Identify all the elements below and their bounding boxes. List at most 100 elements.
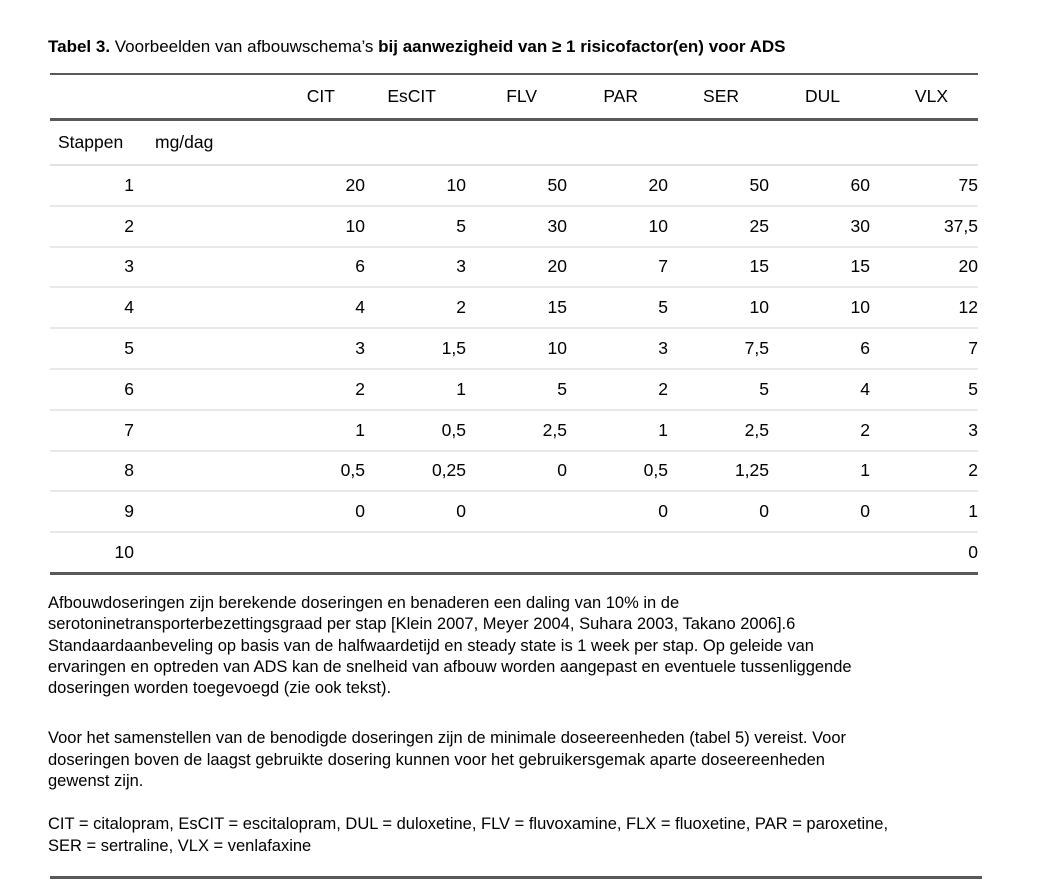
spacer-cell: [134, 409, 264, 452]
dose-cell: 10: [668, 287, 769, 330]
table-row: 5 3 1,5 10 3 7,5 6 7: [50, 328, 978, 370]
empty-cell: [365, 119, 466, 166]
drug-header-row: CIT EsCIT FLV PAR SER DUL VLX: [50, 73, 978, 121]
footnote-line: Afbouwdoseringen zijn berekende dosering…: [48, 593, 680, 612]
footnotes: Afbouwdoseringen zijn berekende dosering…: [48, 593, 1040, 857]
dose-cell: 1,25: [668, 450, 769, 493]
footnote-line: ervaringen en optreden van ADS kan de sn…: [48, 657, 852, 676]
dose-cell: 3: [365, 246, 466, 289]
dose-cell: 3: [567, 328, 668, 370]
dose-cell: 0: [769, 491, 870, 534]
spacer-cell: [134, 450, 264, 493]
dose-cell: 50: [668, 165, 769, 207]
footnote-line: CIT = citalopram, EsCIT = escitalopram, …: [48, 815, 889, 834]
step-cell: 2: [50, 205, 134, 248]
dose-cell: 4: [769, 368, 870, 411]
column-header: SER: [668, 73, 769, 121]
footnote-line: Standaardaanbeveling op basis van de hal…: [48, 636, 814, 655]
dose-cell: 25: [668, 205, 769, 248]
table-title: Tabel 3. Voorbeelden van afbouwschema’s …: [48, 36, 1040, 58]
dose-cell: 10: [264, 205, 365, 248]
table-row: 7 1 0,5 2,5 1 2,5 2 3: [50, 409, 978, 452]
dose-cell: 0,5: [365, 409, 466, 452]
dose-cell: 2: [365, 287, 466, 330]
step-cell: 8: [50, 450, 134, 493]
dose-cell: 15: [466, 287, 567, 330]
footnote-line: gewenst zijn.: [48, 772, 144, 791]
dose-table-body: 1 20 10 50 20 50 60 75 2 10 5 30 10 25 30 37,5 3 6 3 20 7 15 1…: [50, 165, 978, 575]
table-title-number: Tabel 3.: [48, 37, 111, 56]
step-cell: 7: [50, 409, 134, 452]
spacer-cell: [134, 368, 264, 411]
dose-cell: 50: [466, 165, 567, 207]
table-title-bold: bij aanwezigheid van ≥ 1 risicofactor(en…: [378, 37, 786, 56]
dose-cell: 1,5: [365, 328, 466, 370]
dose-cell: 75: [870, 165, 978, 207]
column-header: VLX: [870, 73, 978, 121]
dose-cell: 5: [870, 368, 978, 411]
dose-cell: 0: [264, 491, 365, 534]
spacer-cell: [134, 205, 264, 248]
footnote-line: Voor het samenstellen van de benodigde d…: [48, 729, 847, 748]
dose-cell: 6: [769, 328, 870, 370]
dose-cell: 1: [769, 450, 870, 493]
dose-cell: 20: [870, 246, 978, 289]
spacer-cell: [134, 246, 264, 289]
empty-cell: [466, 119, 567, 166]
dose-cell: 0: [870, 532, 978, 575]
dose-cell: 1: [870, 491, 978, 534]
step-cell: 9: [50, 491, 134, 534]
column-header: EsCIT: [365, 73, 466, 121]
table-row: 3 6 3 20 7 15 15 20: [50, 246, 978, 289]
dose-cell: 2,5: [668, 409, 769, 452]
dose-cell: 6: [264, 246, 365, 289]
dose-cell: 3: [264, 328, 365, 370]
dose-cell: 7: [567, 246, 668, 289]
table-title-regular: Voorbeelden van afbouwschema’s: [114, 37, 374, 56]
column-header: FLV: [466, 73, 567, 121]
dose-cell: 0: [466, 450, 567, 493]
dose-cell: 10: [769, 287, 870, 330]
column-header: DUL: [769, 73, 870, 121]
step-cell: 10: [50, 532, 134, 575]
empty-cell: [870, 119, 978, 166]
dose-cell: 30: [466, 205, 567, 248]
step-cell: 1: [50, 165, 134, 207]
dose-table: CIT EsCIT FLV PAR SER DUL VLX Stappen mg/dag 1…: [50, 73, 978, 575]
dose-cell: 2: [769, 409, 870, 452]
empty-header-cell: [50, 73, 134, 121]
step-cell: 5: [50, 328, 134, 370]
empty-cell: [567, 119, 668, 166]
dose-cell: 12: [870, 287, 978, 330]
step-cell: 6: [50, 368, 134, 411]
dose-cell: 2: [567, 368, 668, 411]
stappen-label: Stappen: [50, 119, 134, 166]
dose-cell: [769, 532, 870, 575]
dose-cell: 3: [870, 409, 978, 452]
dose-cell: 5: [466, 368, 567, 411]
subheader-row: Stappen mg/dag: [50, 119, 978, 166]
dose-cell: 7: [870, 328, 978, 370]
dose-cell: 0,25: [365, 450, 466, 493]
footnote-line: doseringen worden toegevoegd (zie ook te…: [48, 679, 392, 698]
dose-cell: 2,5: [466, 409, 567, 452]
dose-cell: 20: [466, 246, 567, 289]
table-row: 1 20 10 50 20 50 60 75: [50, 165, 978, 207]
dose-cell: 15: [769, 246, 870, 289]
dose-cell: 0,5: [567, 450, 668, 493]
dose-cell: 1: [365, 368, 466, 411]
footnote-line: SER = sertraline, VLX = venlafaxine: [48, 836, 312, 855]
column-header: PAR: [567, 73, 668, 121]
spacer-cell: [134, 287, 264, 330]
empty-cell: [668, 119, 769, 166]
dose-cell: 0: [365, 491, 466, 534]
dose-cell: 37,5: [870, 205, 978, 248]
dose-cell: 0: [668, 491, 769, 534]
dose-cell: [466, 532, 567, 575]
dose-cell: 1: [567, 409, 668, 452]
dose-cell: 5: [567, 287, 668, 330]
empty-cell: [264, 119, 365, 166]
